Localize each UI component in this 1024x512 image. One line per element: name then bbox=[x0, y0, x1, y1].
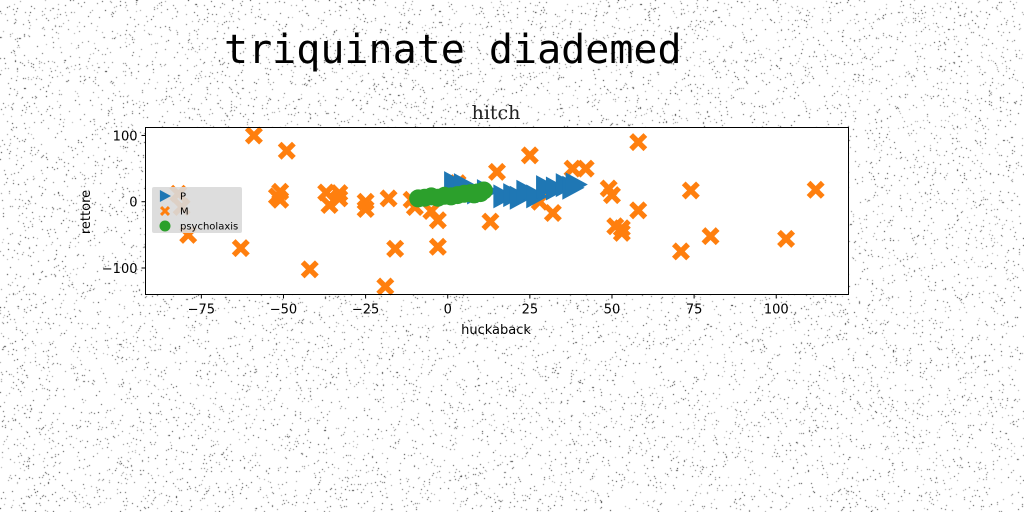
y-axis-label: rettore bbox=[79, 190, 94, 234]
data-point bbox=[671, 242, 690, 261]
data-point bbox=[777, 229, 796, 248]
series-psycholaxis bbox=[409, 181, 493, 208]
x-tick-label: 50 bbox=[604, 303, 621, 318]
legend-box bbox=[152, 187, 242, 233]
data-point bbox=[612, 223, 631, 242]
data-point bbox=[481, 212, 500, 231]
x-tick-label: −75 bbox=[188, 303, 215, 318]
data-point bbox=[244, 126, 263, 145]
data-point bbox=[428, 237, 447, 256]
data-point bbox=[701, 227, 720, 246]
legend-label: M bbox=[180, 207, 189, 218]
x-tick-label: 25 bbox=[522, 303, 539, 318]
data-point bbox=[330, 189, 349, 208]
x-axis: −75 −50 −25 0 25 50 75 100 bbox=[188, 294, 789, 318]
data-point bbox=[277, 141, 296, 160]
data-point bbox=[231, 239, 250, 258]
data-point bbox=[465, 185, 484, 204]
legend-marker bbox=[159, 220, 171, 232]
data-point bbox=[488, 162, 506, 181]
x-tick-label: 100 bbox=[764, 303, 789, 318]
y-tick-label: 100 bbox=[113, 129, 138, 144]
data-point bbox=[806, 180, 825, 199]
data-point bbox=[576, 159, 595, 178]
x-tick-label: −50 bbox=[270, 303, 297, 318]
data-point bbox=[565, 172, 588, 197]
data-point bbox=[428, 211, 447, 230]
x-tick-label: 0 bbox=[444, 303, 452, 318]
data-point bbox=[386, 239, 405, 258]
y-axis: −100 0 100 bbox=[102, 129, 146, 277]
plot-frame bbox=[145, 127, 849, 295]
data-point bbox=[629, 201, 648, 220]
data-point bbox=[520, 146, 539, 165]
legend-label: P bbox=[180, 192, 186, 203]
data-point bbox=[376, 277, 395, 296]
y-tick-label: 0 bbox=[129, 196, 137, 211]
data-point bbox=[543, 203, 562, 222]
x-tick-label: −25 bbox=[352, 303, 379, 318]
x-tick-label: 75 bbox=[686, 303, 703, 318]
x-axis-label: huckaback bbox=[461, 323, 531, 338]
data-point bbox=[681, 181, 700, 200]
data-marks bbox=[169, 126, 825, 296]
data-point bbox=[300, 260, 319, 279]
data-point bbox=[612, 219, 631, 238]
legend-label: psycholaxis bbox=[180, 222, 238, 233]
plot-area bbox=[145, 127, 849, 295]
y-tick-label: −100 bbox=[102, 262, 138, 277]
data-point bbox=[356, 200, 375, 219]
data-point bbox=[379, 189, 398, 208]
data-point bbox=[271, 190, 290, 209]
data-point bbox=[629, 133, 648, 152]
legend-marker bbox=[159, 190, 171, 202]
chart-title: hitch bbox=[472, 102, 521, 124]
data-point bbox=[599, 179, 618, 198]
data-point bbox=[563, 159, 582, 178]
legend-marker bbox=[160, 206, 170, 216]
figure-title: triquinate diademed bbox=[224, 27, 682, 73]
